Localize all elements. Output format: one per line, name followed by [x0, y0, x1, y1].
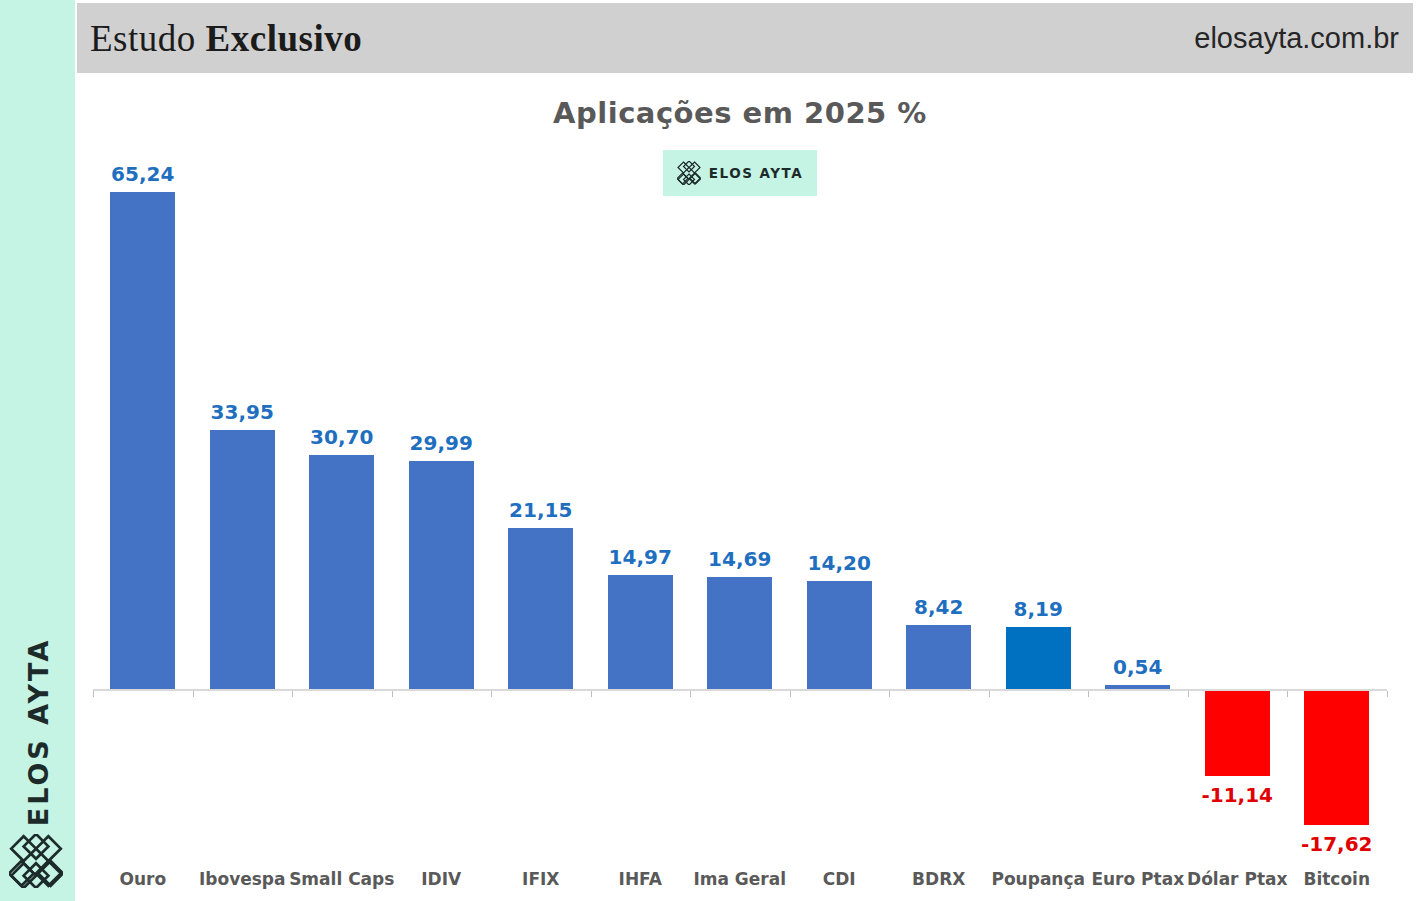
bar-small-caps — [309, 455, 374, 689]
category-label: IHFA — [582, 866, 698, 892]
category-label: Small Caps — [284, 866, 400, 892]
bar-value-label: 30,70 — [282, 425, 402, 449]
bar-idiv — [409, 461, 474, 689]
study-title-bold: Exclusivo — [206, 18, 363, 59]
brand-sidebar: ELOS AYTA — [0, 0, 75, 901]
bar-cdi — [807, 581, 872, 689]
x-axis-tick — [1188, 691, 1189, 697]
bar-value-label: -11,14 — [1177, 783, 1297, 807]
category-label: Ima Geral — [682, 866, 798, 892]
study-title: Estudo Exclusivo — [90, 17, 362, 60]
bar-euro-ptax — [1105, 685, 1170, 689]
bar-value-label: 14,97 — [580, 545, 700, 569]
bar-poupan-a — [1006, 627, 1071, 689]
bar-value-label: 14,69 — [680, 547, 800, 571]
bar-d-lar-ptax — [1205, 691, 1270, 776]
x-axis-tick — [989, 691, 990, 697]
category-label: Euro Ptax — [1080, 866, 1196, 892]
bar-ifix — [508, 528, 573, 689]
brand-badge-row: ELOS AYTA — [93, 150, 1387, 196]
bar-value-label: 0,54 — [1078, 655, 1198, 679]
bar-ima-geral — [707, 577, 772, 689]
bar-value-label: 29,99 — [381, 431, 501, 455]
category-label: Poupança — [980, 866, 1096, 892]
brand-badge-label: ELOS AYTA — [709, 165, 803, 181]
x-axis-tick — [93, 691, 94, 697]
x-axis-line — [93, 689, 1387, 691]
x-axis-tick — [1088, 691, 1089, 697]
x-axis-tick — [392, 691, 393, 697]
bar-value-label: 8,19 — [978, 597, 1098, 621]
study-title-regular: Estudo — [90, 18, 206, 59]
x-axis-tick — [1287, 691, 1288, 697]
bar-value-label: 14,20 — [779, 551, 899, 575]
page-header: Estudo Exclusivo elosayta.com.br — [77, 3, 1413, 73]
x-axis-tick — [591, 691, 592, 697]
x-axis-tick — [193, 691, 194, 697]
bar-value-label: 21,15 — [481, 498, 601, 522]
lattice-logo-icon — [677, 161, 701, 185]
x-axis-tick — [889, 691, 890, 697]
bar-ouro — [110, 192, 175, 689]
x-axis-tick — [790, 691, 791, 697]
chart-title: Aplicações em 2025 % — [93, 96, 1387, 130]
bar-bitcoin — [1304, 691, 1369, 825]
bar-value-label: -17,62 — [1277, 832, 1397, 856]
lattice-logo-icon — [9, 834, 63, 888]
category-label: Ouro — [85, 866, 201, 892]
bar-ibovespa — [210, 430, 275, 689]
category-label: IFIX — [483, 866, 599, 892]
page: ELOS AYTA Estudo Exclusivo elosayta.com.… — [0, 0, 1416, 901]
category-label: Bitcoin — [1279, 866, 1395, 892]
plot-area: 65,24Ouro33,95Ibovespa30,70Small Caps29,… — [0, 0, 1416, 901]
x-axis-tick — [690, 691, 691, 697]
x-axis-tick — [292, 691, 293, 697]
bar-value-label: 33,95 — [182, 400, 302, 424]
x-axis-tick — [491, 691, 492, 697]
bar-ihfa — [608, 575, 673, 689]
category-label: BDRX — [881, 866, 997, 892]
brand-badge: ELOS AYTA — [663, 150, 817, 196]
category-label: IDIV — [383, 866, 499, 892]
x-axis-tick — [1387, 691, 1388, 697]
category-label: CDI — [781, 866, 897, 892]
site-url: elosayta.com.br — [1194, 22, 1399, 55]
bar-bdrx — [906, 625, 971, 689]
category-label: Dólar Ptax — [1179, 866, 1295, 892]
category-label: Ibovespa — [184, 866, 300, 892]
sidebar-brand-vertical-text: ELOS AYTA — [23, 638, 54, 827]
bar-value-label: 8,42 — [879, 595, 999, 619]
